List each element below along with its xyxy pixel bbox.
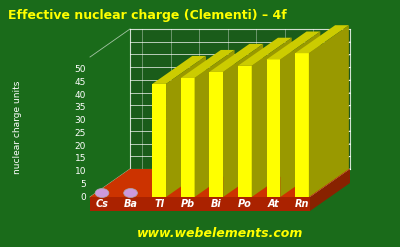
Text: Pb: Pb: [181, 199, 195, 209]
Text: Bi: Bi: [211, 199, 222, 209]
Text: Tl: Tl: [154, 199, 164, 209]
Polygon shape: [310, 29, 350, 197]
Polygon shape: [181, 78, 194, 197]
Text: 5: 5: [80, 180, 86, 189]
Text: Po: Po: [238, 199, 252, 209]
Polygon shape: [266, 60, 280, 197]
Polygon shape: [130, 29, 350, 169]
Polygon shape: [309, 25, 349, 197]
Text: Ba: Ba: [124, 199, 138, 209]
Polygon shape: [295, 25, 349, 53]
Polygon shape: [181, 50, 234, 78]
Polygon shape: [90, 197, 310, 211]
Text: Effective nuclear charge (Clementi) – 4f: Effective nuclear charge (Clementi) – 4f: [8, 9, 287, 22]
Polygon shape: [280, 32, 320, 197]
Text: www.webelements.com: www.webelements.com: [137, 226, 303, 240]
Text: 15: 15: [74, 154, 86, 163]
Text: Cs: Cs: [96, 199, 108, 209]
Polygon shape: [210, 72, 223, 197]
Polygon shape: [90, 169, 350, 197]
Polygon shape: [210, 44, 263, 72]
Text: 30: 30: [74, 116, 86, 125]
Text: 10: 10: [74, 167, 86, 176]
Text: nuclear charge units: nuclear charge units: [14, 80, 22, 174]
Ellipse shape: [124, 188, 138, 198]
Text: At: At: [268, 199, 279, 209]
Polygon shape: [152, 84, 166, 197]
Ellipse shape: [95, 188, 109, 198]
Polygon shape: [238, 38, 292, 66]
Polygon shape: [310, 169, 350, 211]
Text: 25: 25: [75, 129, 86, 138]
Polygon shape: [252, 38, 292, 197]
Text: 35: 35: [74, 103, 86, 112]
Text: 0: 0: [80, 192, 86, 202]
Polygon shape: [223, 44, 263, 197]
Polygon shape: [152, 56, 206, 84]
Text: 50: 50: [74, 65, 86, 74]
Polygon shape: [238, 66, 252, 197]
Polygon shape: [295, 53, 309, 197]
Text: 20: 20: [75, 142, 86, 151]
Text: Rn: Rn: [295, 199, 309, 209]
Polygon shape: [266, 32, 320, 60]
Polygon shape: [166, 56, 206, 197]
Text: 45: 45: [75, 78, 86, 87]
Polygon shape: [194, 50, 234, 197]
Text: 40: 40: [75, 91, 86, 100]
